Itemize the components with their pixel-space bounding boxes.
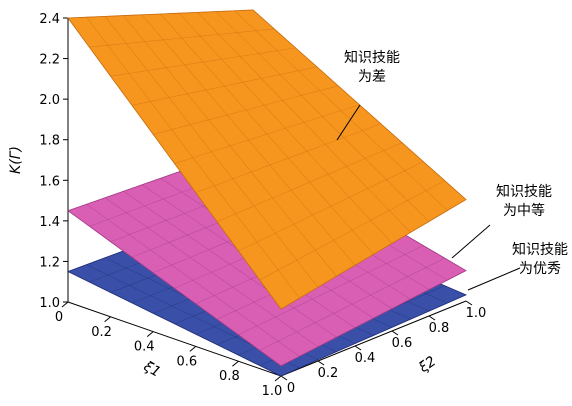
surfaces-layer xyxy=(66,9,468,377)
surface-grid-line xyxy=(123,191,337,338)
annotation-leader xyxy=(336,104,361,141)
surface-grid-line xyxy=(104,197,319,348)
surface-grid-line xyxy=(104,16,319,288)
annotation-leader xyxy=(451,224,491,259)
xi1-tick-label: 0 xyxy=(55,310,63,325)
surface-grid-line xyxy=(141,14,356,266)
surface-grid-line xyxy=(67,210,282,367)
z-tick-label: 2.2 xyxy=(39,53,60,68)
xi1-axis-title: ξ1 xyxy=(140,358,163,381)
z-tick-label: 1.6 xyxy=(39,174,60,189)
surface-grid-line xyxy=(123,15,337,277)
surface-grid-line xyxy=(86,203,300,357)
xi1-tick-mark xyxy=(189,346,197,352)
xi1-tick-mark xyxy=(146,331,154,337)
z-axis-title: K(Γ) xyxy=(8,146,24,174)
z-tick-label: 1.4 xyxy=(39,215,60,230)
z-tick-label: 1.8 xyxy=(39,134,60,149)
xi2-axis-line xyxy=(280,300,467,377)
surface-grid-line xyxy=(86,17,300,299)
xi1-tick-mark xyxy=(61,301,69,308)
z-tick-label: 1.0 xyxy=(39,296,60,311)
xi1-tick-mark xyxy=(232,360,239,367)
xi2-tick-label: 1.0 xyxy=(466,306,487,321)
xi1-tick-mark xyxy=(274,375,282,382)
xi2-tick-mark xyxy=(354,345,362,351)
surface-grid-line xyxy=(178,12,393,244)
xi1-tick-label: 0.6 xyxy=(176,354,197,369)
annotation-text: 为中等 xyxy=(503,202,545,219)
annotation-leader xyxy=(467,267,521,291)
surface-grid-line xyxy=(67,271,282,377)
surface-grid-line xyxy=(160,13,374,255)
xi2-axis-title: ξ2 xyxy=(415,353,439,376)
xi1-tick-label: 0.8 xyxy=(219,369,240,384)
xi1-tick-label: 0.2 xyxy=(91,325,112,340)
annotation-text: 为差 xyxy=(358,69,386,85)
xi1-axis-line xyxy=(67,301,282,377)
surface-grid-line xyxy=(215,11,430,222)
xi2-tick-mark xyxy=(465,300,473,306)
xi2-tick-mark xyxy=(428,315,436,321)
annotation-text: 为优秀 xyxy=(519,261,561,277)
surface-0 xyxy=(67,9,467,310)
z-tick-label: 1.2 xyxy=(39,255,60,270)
xi2-tick-mark xyxy=(317,360,325,366)
xi2-tick-label: 0.8 xyxy=(429,321,450,336)
z-tick-label: 2.0 xyxy=(39,93,60,108)
annotation-text: 知识技能 xyxy=(512,241,568,258)
xi1-tick-label: 0.4 xyxy=(134,340,155,355)
xi2-tick-mark xyxy=(391,330,399,336)
annotation-text: 知识技能 xyxy=(496,183,552,200)
xi2-tick-mark xyxy=(280,375,288,381)
xi2-tick-label: 0.6 xyxy=(392,336,413,351)
surface-grid-line xyxy=(67,17,282,310)
xi2-tick-label: 0.2 xyxy=(318,366,339,381)
z-tick-label: 2.4 xyxy=(39,12,60,27)
xi1-tick-label: 1.0 xyxy=(262,384,283,399)
surface-grid-line xyxy=(234,10,448,211)
xi1-tick-mark xyxy=(104,316,111,323)
annotation-text: 知识技能 xyxy=(344,49,400,66)
xi2-tick-label: 0 xyxy=(287,381,295,396)
surface-grid-line xyxy=(252,9,467,200)
xi2-tick-label: 0.4 xyxy=(355,351,376,366)
surface-grid-line xyxy=(197,12,411,233)
axes-layer: 1.0 1.2 1.4 1.6 1.8 2.0 2.2 2.4 K(Γ) 0 0.2 0.4 0.6 0.… xyxy=(8,12,486,399)
